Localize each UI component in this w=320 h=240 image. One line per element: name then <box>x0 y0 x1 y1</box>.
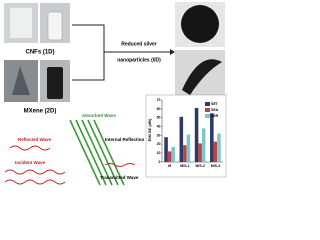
bar <box>179 116 184 162</box>
layers <box>69 119 125 186</box>
bar <box>171 146 175 162</box>
bar <box>194 107 199 162</box>
bar <box>217 133 221 162</box>
legend-label: SEA <box>211 108 219 112</box>
y-tick-label: 10 <box>157 151 161 155</box>
incident-label: Incident Wave <box>15 160 46 165</box>
bar <box>186 134 191 162</box>
legend-label: SET <box>211 102 219 106</box>
y-axis-label: EMI SE (dB) <box>147 118 152 141</box>
bar <box>198 143 202 162</box>
figure: CNFs (1D) MXene (2D) Reduced silver nano… <box>4 2 227 186</box>
absorbed-label: Absorbed Wave <box>82 113 116 118</box>
x-tick-label: M/S-3 <box>211 164 220 168</box>
bar <box>183 145 187 162</box>
y-tick-label: 20 <box>157 142 161 146</box>
y-tick-label: 50 <box>157 116 161 120</box>
legend-label: SER <box>211 114 219 118</box>
y-tick-label: 40 <box>157 124 161 128</box>
bent-film <box>182 59 222 95</box>
mxene-vial <box>47 67 63 99</box>
mxene-label: MXene (2D) <box>24 109 57 115</box>
reflected-label: Reflected Wave <box>18 137 52 142</box>
transmitted-label: Transmitted Wave <box>100 175 139 180</box>
silver-label: Reduced silver <box>121 41 157 47</box>
y-tick-label: 0 <box>159 160 161 164</box>
merge-arrow <box>72 24 170 81</box>
y-tick-label: 30 <box>157 133 161 137</box>
bar <box>210 113 214 162</box>
x-tick-label: M/S-2 <box>195 164 204 168</box>
silver-label: nanoparticles (0D) <box>117 57 161 63</box>
x-tick-label: M/S-1 <box>180 164 189 168</box>
cnf-film <box>10 8 32 38</box>
legend-swatch <box>205 102 210 106</box>
x-tick-label: M <box>168 164 171 168</box>
cnf-label: CNFs (1D) <box>25 50 54 56</box>
waves <box>4 145 136 185</box>
legend-swatch <box>205 114 210 118</box>
bar <box>164 137 168 162</box>
cnf-vial <box>47 11 63 41</box>
internal-label: Internal Reflection <box>105 137 145 142</box>
bar <box>213 141 218 162</box>
disc <box>181 5 219 43</box>
bar <box>201 128 206 162</box>
y-tick-label: 60 <box>157 107 161 111</box>
mxene-film <box>12 66 30 95</box>
y-tick-label: 70 <box>157 98 161 102</box>
bar <box>167 151 172 162</box>
arrow-head <box>170 49 175 55</box>
legend-swatch <box>205 108 210 112</box>
